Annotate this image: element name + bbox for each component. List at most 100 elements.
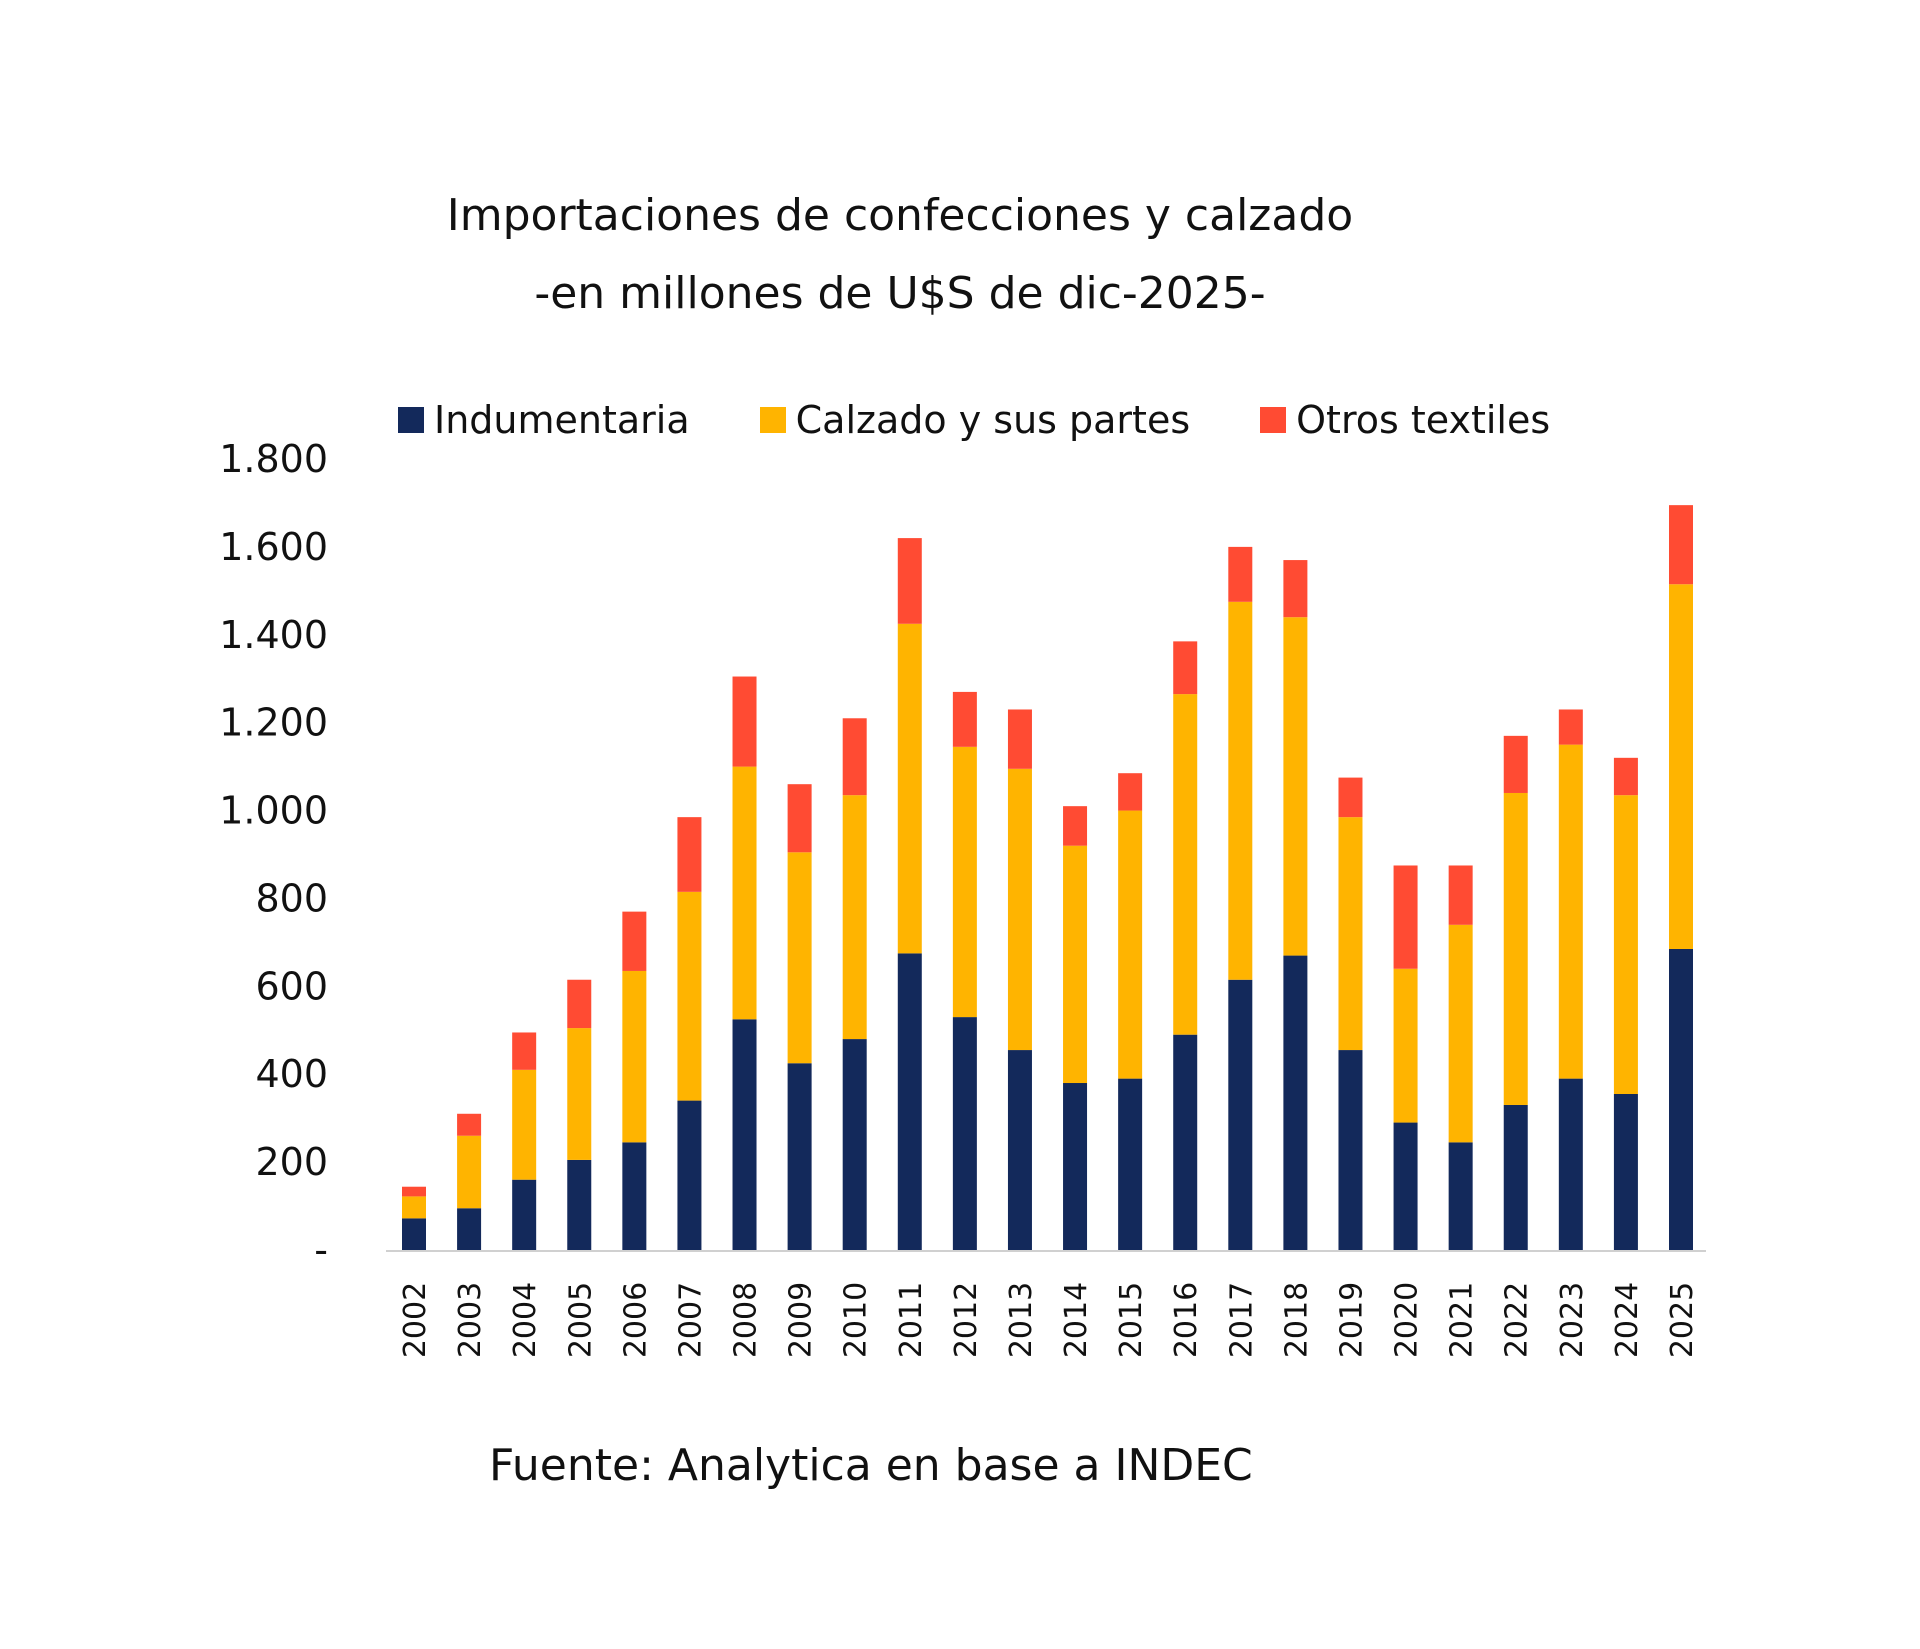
bar-segment [1669, 505, 1693, 585]
x-tick-label: 2007 [673, 1282, 708, 1358]
bar-segment [1338, 777, 1363, 818]
x-tick-label: 2017 [1224, 1282, 1259, 1358]
bar-segment [952, 746, 977, 1018]
bar-segment [897, 623, 922, 954]
bar-segment [1393, 1122, 1418, 1250]
legend-item-indumentaria: Indumentaria [398, 398, 690, 442]
bar-segment [512, 1069, 537, 1180]
y-tick-label: 600 [255, 964, 328, 1008]
y-tick-label: 400 [255, 1052, 328, 1096]
bar-segment [842, 718, 867, 796]
x-tick-label: 2002 [398, 1282, 433, 1358]
bar-segment [457, 1208, 482, 1250]
bar-segment [457, 1113, 482, 1136]
x-tick-label: 2009 [784, 1282, 819, 1358]
bar-segment [1448, 865, 1473, 925]
legend-item-calzado: Calzado y sus partes [759, 398, 1190, 442]
x-tick-label: 2013 [1004, 1282, 1039, 1358]
bar-segment [1503, 735, 1528, 793]
bar-segment [842, 1039, 867, 1250]
bar-segment [1063, 845, 1088, 1084]
bar-segment [732, 1019, 757, 1250]
bar-segment [787, 784, 812, 853]
bar-segment [1448, 1142, 1473, 1250]
y-tick-label: 1.600 [219, 525, 328, 569]
bar-segment [1503, 792, 1528, 1105]
bar-segment [622, 970, 647, 1143]
bar-segment [1393, 968, 1418, 1123]
x-tick-label: 2016 [1169, 1282, 1204, 1358]
bar-segment [677, 891, 702, 1101]
bar-segment [622, 911, 647, 971]
bar-segment [1228, 601, 1253, 980]
bar-segment [1118, 810, 1143, 1079]
bar-segment [677, 817, 702, 892]
bar-segment [1007, 768, 1032, 1051]
bar-segment [1173, 694, 1198, 1035]
bar-segment [1558, 1078, 1583, 1250]
bar-segment [952, 691, 977, 747]
bar-segment [897, 538, 922, 624]
y-tick-label: 1.400 [219, 613, 328, 657]
bar-segment [1173, 1034, 1198, 1250]
y-tick-label: 800 [255, 876, 328, 920]
x-tick-label: 2024 [1610, 1282, 1645, 1358]
x-tick-label: 2021 [1445, 1282, 1480, 1358]
x-tick-label: 2003 [453, 1282, 488, 1358]
bar-segment [897, 953, 922, 1250]
bar-segment [402, 1186, 426, 1197]
x-tick-label: 2004 [508, 1282, 543, 1358]
y-tick-label: 1.800 [219, 437, 328, 481]
bar-segment [787, 852, 812, 1064]
bar-segment [1118, 1078, 1143, 1250]
legend-swatch [398, 407, 424, 433]
bar-segment [1007, 709, 1032, 769]
bar-segment [512, 1032, 537, 1070]
bar-segment [1063, 806, 1088, 846]
bar-segment [732, 676, 757, 767]
bar-segment [1228, 979, 1253, 1250]
legend-swatch [1260, 407, 1287, 433]
bar-segment [457, 1135, 482, 1209]
bar-segment [677, 1100, 702, 1250]
source-note: Fuente: Analytica en base a INDEC [489, 1440, 1253, 1491]
bar-segment [732, 766, 757, 1020]
y-tick-label: 200 [255, 1140, 328, 1184]
chart-subtitle: -en millones de U$S de dic-2025- [534, 268, 1266, 319]
bar-segment [512, 1179, 537, 1250]
bar-segment [1007, 1050, 1032, 1250]
bar-segment [1613, 795, 1638, 1094]
bar-segment [1228, 546, 1253, 602]
legend-label: Indumentaria [434, 398, 690, 442]
x-tick-label: 2023 [1555, 1282, 1590, 1358]
x-tick-label: 2008 [729, 1282, 764, 1358]
bar-segment [402, 1196, 426, 1219]
bar-segment [402, 1218, 426, 1250]
bar-segment [567, 1159, 592, 1250]
bar-segment [622, 1142, 647, 1250]
bar-segment [1613, 757, 1638, 796]
x-tick-label: 2005 [563, 1282, 598, 1358]
bar-segment [952, 1017, 977, 1250]
x-tick-label: 2022 [1500, 1282, 1535, 1358]
bar-segment [1503, 1104, 1528, 1250]
legend-item-otros: Otros textiles [1260, 398, 1550, 442]
y-tick-label: 1.200 [219, 701, 328, 745]
x-tick-label: 2012 [949, 1282, 984, 1358]
y-tick-label: - [314, 1228, 328, 1272]
bar-segment [1669, 584, 1693, 949]
x-tick-label: 2018 [1279, 1282, 1314, 1358]
x-tick-label: 2020 [1390, 1282, 1425, 1358]
legend-swatch [759, 407, 786, 433]
bar-segment [1558, 744, 1583, 1079]
x-tick-label: 2025 [1665, 1282, 1700, 1358]
bar-segment [567, 979, 592, 1029]
bar-segment [1063, 1083, 1088, 1250]
bar-segment [1393, 865, 1418, 969]
bar-segment [787, 1063, 812, 1250]
legend-label: Otros textiles [1296, 398, 1551, 442]
bar-segment [1283, 560, 1308, 618]
x-tick-label: 2014 [1059, 1282, 1094, 1358]
bar-segment [1173, 641, 1198, 695]
